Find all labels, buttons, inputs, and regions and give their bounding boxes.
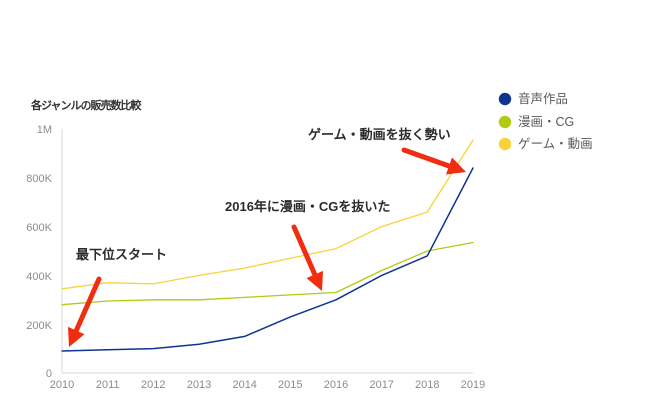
svg-text:800K: 800K: [26, 173, 52, 185]
svg-text:2010: 2010: [50, 379, 74, 391]
svg-text:2018: 2018: [415, 379, 439, 391]
svg-text:音声作品: 音声作品: [518, 91, 568, 106]
svg-text:2013: 2013: [187, 379, 211, 391]
svg-text:2011: 2011: [96, 379, 120, 391]
svg-text:ゲーム・動画を抜く勢い: ゲーム・動画を抜く勢い: [308, 127, 451, 142]
svg-text:漫画・CG: 漫画・CG: [518, 115, 574, 129]
svg-text:1M: 1M: [37, 124, 52, 136]
svg-text:2014: 2014: [232, 379, 256, 391]
svg-text:2017: 2017: [369, 379, 393, 391]
svg-text:最下位スタート: 最下位スタート: [76, 247, 167, 262]
svg-text:2019: 2019: [461, 379, 485, 391]
svg-text:400K: 400K: [26, 271, 52, 283]
svg-text:2016年に漫画・CGを抜いた: 2016年に漫画・CGを抜いた: [225, 199, 390, 214]
svg-text:2012: 2012: [141, 379, 165, 391]
svg-text:200K: 200K: [26, 320, 52, 332]
svg-text:ゲーム・動画: ゲーム・動画: [518, 137, 593, 151]
svg-text:600K: 600K: [26, 222, 52, 234]
svg-text:2016: 2016: [324, 379, 348, 391]
svg-text:2015: 2015: [278, 379, 302, 391]
